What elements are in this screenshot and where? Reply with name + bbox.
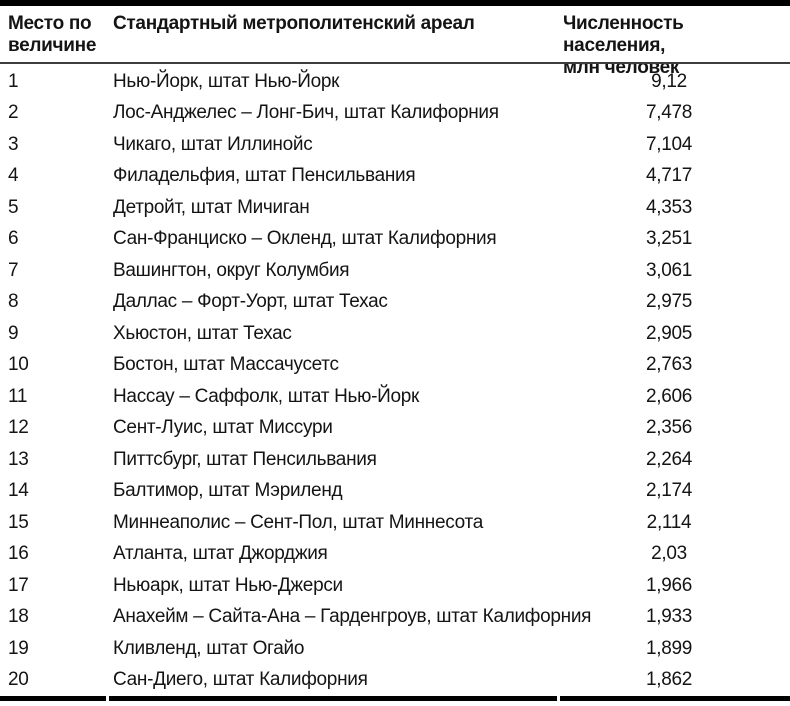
table-cell-population: 1,862: [645, 669, 693, 691]
table-cell-rank: 12: [8, 417, 29, 439]
table-cell-population: 2,975: [645, 291, 693, 313]
table-row: 4 Филадельфия, штат Пенсильвания 4,717: [0, 161, 790, 193]
table-row: 9 Хьюстон, штат Техас 2,905: [0, 318, 790, 350]
table-cell-rank: 3: [8, 133, 19, 155]
table-cell-rank: 5: [8, 196, 19, 218]
table-cell-area: Детройт, штат Мичиган: [113, 196, 310, 218]
table-body: 1 Нью-Йорк, штат Нью-Йорк 9,12 2 Лос-Анджеле…: [0, 64, 790, 696]
table-cell-area: Балтимор, штат Мэриленд: [113, 480, 343, 502]
table-row: 2 Лос-Анджелес – Лонг-Бич, штат Калифорни…: [0, 98, 790, 130]
column-header-population: Численность населения, млн человек: [563, 13, 684, 78]
table-cell-area: Филадельфия, штат Пенсильвания: [113, 165, 416, 187]
table-row: 8 Даллас – Форт-Уорт, штат Техас 2,975: [0, 287, 790, 319]
table-row: 3 Чикаго, штат Иллинойс 7,104: [0, 129, 790, 161]
table-cell-area: Сан-Диего, штат Калифорния: [113, 669, 368, 691]
table-cell-area: Лос-Анджелес – Лонг-Бич, штат Калифорния: [113, 102, 499, 124]
table-cell-population: 2,174: [645, 480, 693, 502]
table-cell-population: 1,933: [645, 606, 693, 628]
table-cell-area: Чикаго, штат Иллинойс: [113, 133, 313, 155]
table-cell-rank: 6: [8, 228, 19, 250]
table-row: 10 Бостон, штат Массачусетс 2,763: [0, 350, 790, 382]
column-header-area: Стандартный метрополитенский ареал: [113, 13, 475, 34]
table-cell-population: 2,264: [645, 448, 693, 470]
header-separator-rule: [0, 62, 790, 64]
table-row: 7 Вашингтон, округ Колумбия 3,061: [0, 255, 790, 287]
table-row: 14 Балтимор, штат Мэриленд 2,174: [0, 476, 790, 508]
table-cell-area: Нью-Йорк, штат Нью-Йорк: [113, 70, 340, 92]
table-cell-population: 4,353: [645, 196, 693, 218]
table-cell-rank: 8: [8, 291, 19, 313]
table-row: 18 Анахейм – Сайта-Ана – Гарденгроув, шта…: [0, 602, 790, 634]
table-cell-population: 4,717: [645, 165, 693, 187]
table-cell-rank: 10: [8, 354, 29, 376]
table-cell-population: 7,104: [645, 133, 693, 155]
column-header-rank: Место по величине: [8, 13, 97, 56]
table-cell-area: Ньюарк, штат Нью-Джерси: [113, 574, 343, 596]
table-cell-rank: 11: [8, 385, 28, 407]
table-cell-area: Сент-Луис, штат Миссури: [113, 417, 333, 439]
table-cell-area: Анахейм – Сайта-Ана – Гарденгроув, штат …: [113, 606, 592, 628]
table-cell-area: Нассау – Саффолк, штат Нью-Йорк: [113, 385, 420, 407]
table-cell-population: 2,114: [646, 511, 692, 533]
table-cell-population: 2,03: [651, 543, 687, 565]
table-cell-population: 2,606: [645, 385, 693, 407]
table-row: 5 Детройт, штат Мичиган 4,353: [0, 192, 790, 224]
table-bottom-rule: [0, 696, 790, 701]
table-row: 6 Сан-Франциско – Окленд, штат Калифорния…: [0, 224, 790, 256]
table-cell-population: 1,899: [645, 637, 693, 659]
table-cell-rank: 14: [8, 480, 29, 502]
table-cell-population: 3,251: [645, 228, 693, 250]
table-row: 15 Миннеаполис – Сент-Пол, штат Миннесота…: [0, 507, 790, 539]
table-cell-rank: 18: [8, 606, 29, 628]
table-cell-rank: 20: [8, 669, 29, 691]
table-cell-area: Атланта, штат Джорджия: [113, 543, 328, 565]
bottom-rule-segment-population: [560, 696, 790, 701]
table-cell-area: Даллас – Форт-Уорт, штат Техас: [113, 291, 388, 313]
table-cell-population: 9,12: [651, 70, 687, 92]
table-cell-rank: 4: [8, 165, 19, 187]
table-cell-population: 2,763: [645, 354, 693, 376]
table-row: 1 Нью-Йорк, штат Нью-Йорк 9,12: [0, 66, 790, 98]
table-cell-rank: 9: [8, 322, 19, 344]
bottom-rule-segment-area: [109, 696, 557, 701]
table-cell-area: Кливленд, штат Огайо: [113, 637, 305, 659]
table-cell-population: 2,356: [645, 417, 693, 439]
table-row: 20 Сан-Диего, штат Калифорния 1,862: [0, 665, 790, 697]
table-cell-area: Миннеаполис – Сент-Пол, штат Миннесота: [113, 511, 483, 533]
table-cell-area: Питтсбург, штат Пенсильвания: [113, 448, 377, 470]
table-cell-population: 7,478: [645, 102, 693, 124]
table-row: 16 Атланта, штат Джорджия 2,03: [0, 539, 790, 571]
table-cell-population: 3,061: [645, 259, 693, 281]
table-top-rule: [0, 0, 790, 6]
table-cell-rank: 1: [8, 70, 19, 92]
table-cell-area: Хьюстон, штат Техас: [113, 322, 292, 344]
bottom-rule-segment-rank: [0, 696, 106, 701]
table-cell-rank: 7: [8, 259, 19, 281]
table-cell-population: 1,966: [645, 574, 693, 596]
table-row: 13 Питтсбург, штат Пенсильвания 2,264: [0, 444, 790, 476]
table-cell-rank: 15: [8, 511, 29, 533]
table-cell-rank: 2: [8, 102, 19, 124]
table-row: 19 Кливленд, штат Огайо 1,899: [0, 633, 790, 665]
table-cell-rank: 16: [8, 543, 29, 565]
table-cell-rank: 17: [8, 574, 29, 596]
table-row: 17 Ньюарк, штат Нью-Джерси 1,966: [0, 570, 790, 602]
table-row: 11 Нассау – Саффолк, штат Нью-Йорк 2,606: [0, 381, 790, 413]
table-cell-population: 2,905: [645, 322, 693, 344]
table-cell-rank: 19: [8, 637, 29, 659]
table-cell-area: Сан-Франциско – Окленд, штат Калифорния: [113, 228, 497, 250]
table-cell-area: Вашингтон, округ Колумбия: [113, 259, 350, 281]
table-cell-area: Бостон, штат Массачусетс: [113, 354, 339, 376]
table-cell-rank: 13: [8, 448, 29, 470]
table-header-row: Место по величине Стандартный метрополит…: [0, 6, 790, 78]
table-row: 12 Сент-Луис, штат Миссури 2,356: [0, 413, 790, 445]
